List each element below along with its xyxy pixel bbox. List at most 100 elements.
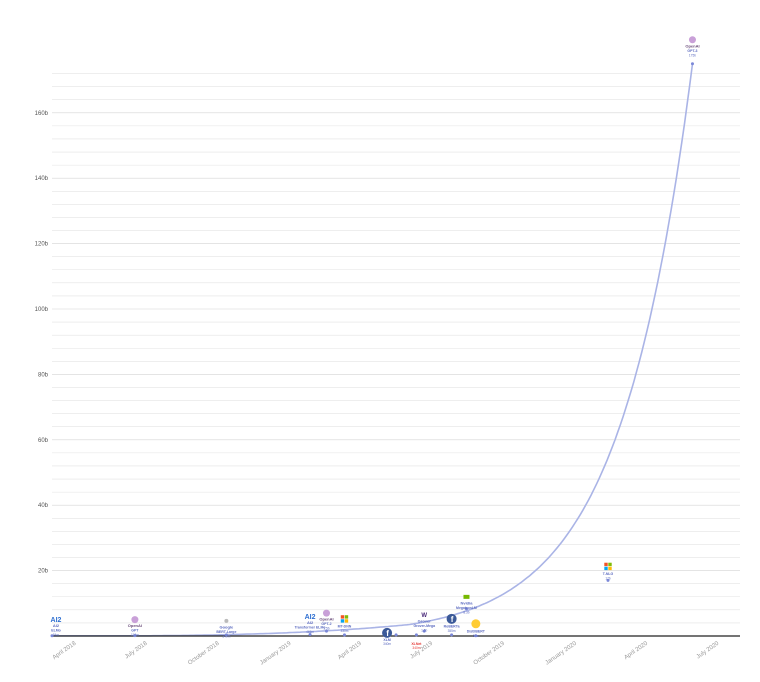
x-tick-label: July 2018 (124, 640, 149, 660)
openai-logo-icon (688, 36, 696, 44)
point-marker (324, 629, 328, 633)
point-marker (308, 632, 312, 636)
x-tick-label: October 2018 (187, 640, 221, 666)
y-axis-ticks: 20b 40b 60b 80b 100b 120b 140b 160b (35, 111, 49, 575)
point-marker (422, 629, 426, 633)
microsoft-logo-icon (340, 619, 345, 623)
model-points: AI2AI2ELMo94mOpenAIGPT110mGoogleBERT-Lar… (50, 36, 700, 650)
grover-logo-icon: W (421, 613, 427, 619)
x-tick-label: January 2020 (545, 640, 579, 666)
y-tick-label: 60b (38, 438, 49, 444)
point-size-label: 17b (605, 576, 611, 580)
point-size-label: 330m (340, 629, 348, 633)
point-name-label: BERT-Large (216, 630, 236, 634)
point-size-label: 175b (689, 53, 696, 57)
point-name-label: Transformer ELMo (295, 625, 326, 629)
x-tick-label: April 2018 (52, 640, 78, 661)
point-marker (342, 633, 346, 637)
point-size-label: 340m (222, 634, 230, 638)
point-marker (450, 633, 454, 637)
openai-logo-icon (322, 609, 330, 617)
point-size-label: 1.5b (323, 627, 329, 631)
point-marker (464, 607, 468, 611)
point-size-label: 355m (448, 629, 456, 633)
point-marker (414, 633, 418, 637)
facebook-letter: f (451, 615, 454, 624)
microsoft-logo-icon (344, 615, 349, 619)
microsoft-logo-icon (604, 562, 608, 567)
facebook-logo-icon (446, 613, 457, 624)
nvidia-logo-icon (463, 594, 470, 599)
point-name-label: RoBERTa (444, 624, 460, 628)
point-name-label: GPT-2 (321, 622, 331, 626)
point-marker (474, 634, 478, 638)
point-org-label: OpenAI (128, 623, 142, 628)
point-marker (394, 633, 398, 637)
point-name-label: T-NLG (603, 572, 614, 576)
y-tick-label: 20b (38, 569, 49, 575)
x-tick-label: January 2019 (259, 640, 293, 666)
point-org-label: Grover (418, 619, 432, 624)
y-tick-label: 100b (35, 307, 49, 313)
google-logo-icon (224, 618, 229, 623)
y-tick-label: 120b (35, 242, 49, 248)
x-tick-label: October 2019 (473, 640, 507, 666)
microsoft-logo-icon (340, 615, 345, 619)
point-org-label: Nvidia (460, 600, 473, 605)
x-tick-label: July 2020 (696, 640, 721, 660)
point-marker (606, 578, 610, 582)
point-marker (690, 62, 694, 66)
point-name-label: GPT (131, 629, 139, 633)
facebook-logo-icon (382, 627, 393, 638)
microsoft-logo-icon (604, 566, 608, 571)
point-name-label: MT-DNN (338, 624, 352, 628)
point-org-label: OpenAI (685, 43, 699, 48)
point-marker (133, 634, 137, 638)
point-size-label: 340m (412, 646, 420, 650)
point-size-label: 110m (131, 633, 139, 637)
point-name-label: MegatronLM (456, 606, 477, 610)
point-name-label: XLNet (411, 642, 422, 646)
point-marker (50, 634, 54, 638)
openai-logo-icon (131, 616, 139, 624)
microsoft-logo-icon (608, 562, 612, 567)
point-marker (224, 633, 228, 637)
point-size-label: 8.3b (463, 610, 469, 614)
y-tick-label: 140b (35, 176, 49, 182)
trend-curve (52, 63, 694, 637)
point-name-label: XLM (383, 638, 390, 642)
gridlines (52, 73, 740, 624)
ai2-logo-icon: AI2 (51, 617, 62, 624)
y-tick-label: 80b (38, 372, 49, 378)
y-tick-label: 40b (38, 503, 49, 509)
point-size-label: 465m (306, 630, 314, 634)
point-name-label: Grover-Mega (413, 624, 435, 628)
facebook-letter: f (386, 629, 389, 638)
x-tick-label: April 2019 (337, 640, 363, 661)
point-size-label: 66m (473, 634, 480, 638)
microsoft-logo-icon (608, 566, 612, 571)
point-size-label: 94m (53, 633, 60, 637)
y-tick-label: 160b (35, 111, 49, 117)
point-name-label: GPT-3 (687, 49, 697, 53)
x-tick-label: April 2020 (623, 640, 649, 661)
point-org-label: AI2 (53, 623, 60, 628)
microsoft-logo-icon (344, 619, 349, 623)
point-org-label: AI2 (307, 620, 314, 625)
point-org-label: OpenAI (319, 617, 333, 622)
point-size-label: 1.5b (421, 629, 427, 633)
